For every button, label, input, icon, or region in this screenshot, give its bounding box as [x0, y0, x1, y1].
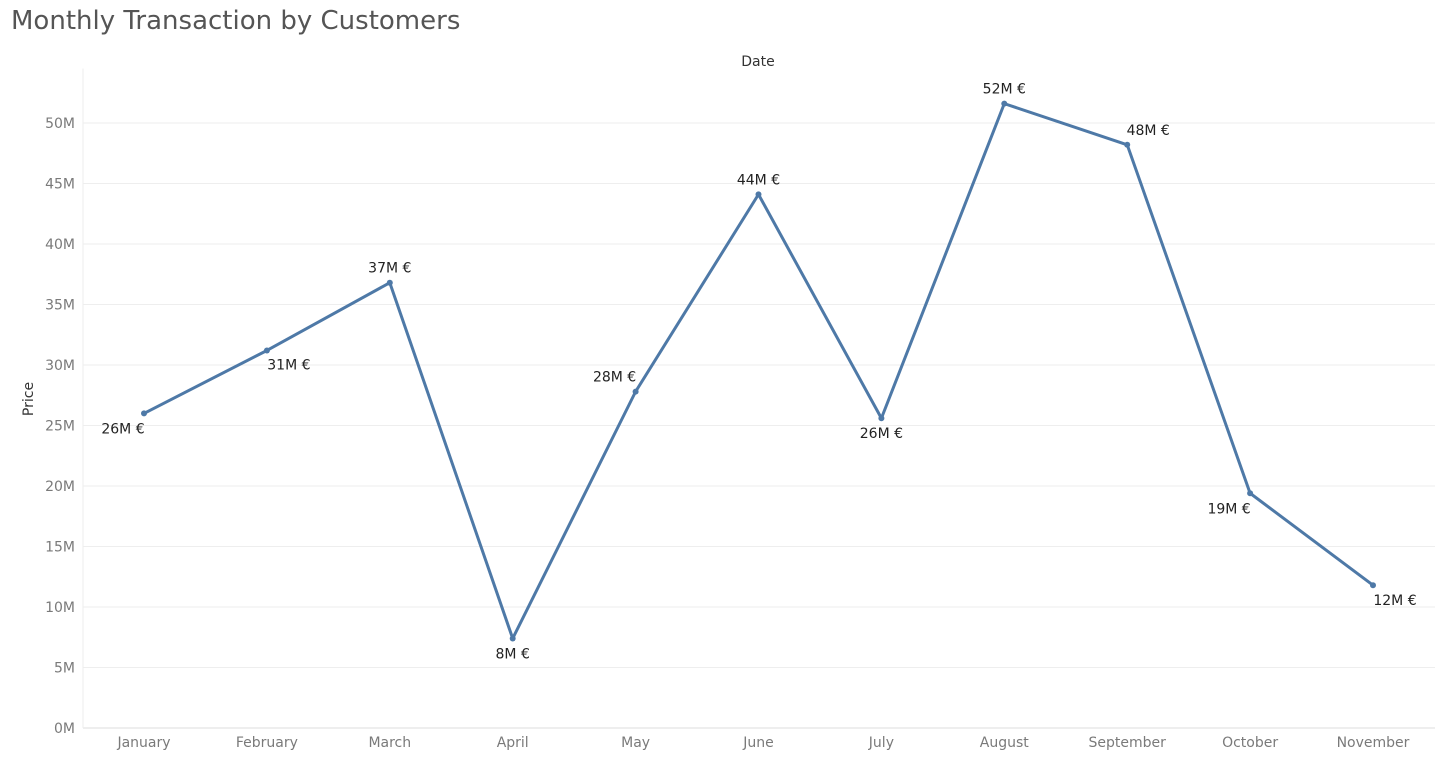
x-tick-label: January: [116, 735, 170, 751]
y-axis-ticks: 0M 5M 10M 15M 20M 25M 30M 35M 40M 45M 50M: [45, 116, 75, 737]
series-layer: [141, 100, 1376, 642]
y-axis-title: Price: [21, 382, 37, 416]
data-label: 28M €: [593, 370, 636, 386]
y-tick-label: 40M: [45, 237, 75, 253]
gridlines: [83, 122, 1435, 668]
y-tick-label: 45M: [45, 177, 75, 193]
data-label: 52M €: [983, 82, 1026, 98]
data-label: 8M €: [496, 646, 530, 662]
x-tick-label: February: [236, 735, 298, 751]
data-label: 48M €: [1127, 123, 1170, 139]
x-tick-label: May: [621, 735, 650, 751]
x-axis-ticks: January February March April May June July Augu…: [116, 735, 1409, 751]
data-label: 44M €: [737, 172, 780, 188]
data-label: 19M €: [1207, 501, 1250, 517]
data-point[interactable]: [632, 388, 639, 395]
y-tick-label: 30M: [45, 358, 75, 374]
data-point[interactable]: [509, 635, 516, 642]
x-tick-label: October: [1222, 735, 1278, 751]
x-tick-label: September: [1089, 735, 1167, 751]
data-point[interactable]: [878, 415, 885, 422]
data-point[interactable]: [386, 279, 393, 286]
y-tick-label: 0M: [54, 721, 75, 737]
y-tick-label: 25M: [45, 419, 75, 435]
data-point[interactable]: [263, 347, 270, 354]
data-labels: 26M € 31M € 37M € 8M € 28M € 44M € 26M € 52M € 4…: [101, 82, 1416, 663]
x-axis-title: Date: [741, 54, 774, 70]
data-point[interactable]: [1247, 490, 1254, 497]
x-tick-label: November: [1337, 735, 1410, 751]
data-point[interactable]: [1370, 582, 1376, 589]
x-tick-label: July: [868, 735, 894, 751]
data-point[interactable]: [141, 410, 147, 417]
y-tick-label: 20M: [45, 479, 75, 495]
data-label: 12M €: [1373, 593, 1416, 609]
data-point[interactable]: [1124, 141, 1131, 148]
y-tick-label: 10M: [45, 600, 75, 616]
data-point[interactable]: [1001, 100, 1008, 107]
x-tick-label: March: [368, 735, 411, 751]
chart-title: Monthly Transaction by Customers: [11, 6, 461, 36]
y-tick-label: 5M: [54, 661, 75, 677]
y-tick-label: 35M: [45, 298, 75, 314]
data-label: 37M €: [368, 261, 411, 277]
data-point[interactable]: [755, 191, 762, 198]
x-tick-label: August: [980, 735, 1030, 751]
y-tick-label: 50M: [45, 116, 75, 132]
data-label: 31M €: [267, 357, 310, 373]
data-label: 26M €: [860, 426, 903, 442]
x-tick-label: June: [742, 735, 774, 751]
x-tick-label: April: [497, 735, 529, 751]
y-tick-label: 15M: [45, 540, 75, 556]
data-label: 26M €: [101, 421, 144, 437]
